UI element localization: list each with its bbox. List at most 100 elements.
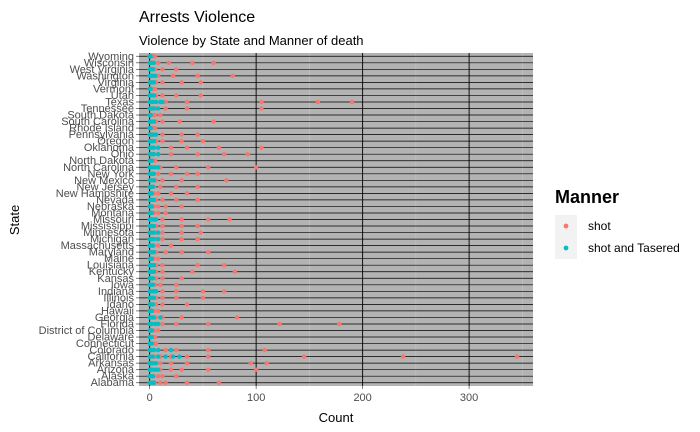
x-tick-label: 0 [147,392,153,404]
point-shot [155,73,161,79]
legend-key [563,245,569,251]
point-shot [160,178,165,183]
point-shot [184,99,190,105]
legend-label: shot [588,219,611,233]
point-shot [179,178,184,183]
point-shot [155,308,161,314]
point-shot [168,152,174,157]
point-shot-and-tasered [153,99,159,105]
point-shot [163,99,168,105]
point-shot [184,106,190,111]
point-shot-and-tasered [150,276,156,281]
point-shot [179,236,184,242]
point-shot [153,276,159,281]
point-shot [160,138,165,144]
point-shot-and-tasered [151,152,157,157]
point-shot-and-tasered [155,145,161,150]
y-tick-label: Colorado [89,345,134,357]
point-shot [230,73,235,79]
point-shot [160,276,165,281]
y-tick-label: Rhode Island [69,123,134,135]
point-shot-and-tasered [153,132,159,137]
point-shot-and-tasered [155,321,161,327]
point-shot-and-tasered [150,360,156,366]
point-shot-and-tasered [148,86,153,92]
legend-items: shot shot and Tasered [555,215,680,259]
point-shot-and-tasered [149,308,154,314]
legend-label: shot and Tasered [588,241,680,255]
point-shot [177,119,182,124]
point-shot-and-tasered [151,197,157,203]
point-shot-and-tasered [149,328,154,333]
point-shot [160,269,165,274]
point-shot [179,276,184,281]
point-shot [160,132,165,137]
point-shot [184,354,190,359]
point-shot [160,321,165,327]
y-tick-label: Georgia [95,312,135,324]
point-shot [168,243,174,248]
point-shot-and-tasered [163,354,168,359]
point-shot-and-tasered [151,230,157,235]
legend-key [563,223,569,229]
y-tick-label: Florida [100,318,135,330]
point-shot [179,138,184,144]
point-shot [168,191,174,196]
point-shot [152,54,158,59]
point-shot-and-tasered [147,354,152,359]
point-shot [221,152,227,157]
point-shot [211,119,216,124]
y-tick-label: North Carolina [63,162,135,174]
point-shot [206,165,211,170]
x-axis-ticks: 0 100 200 300 [147,386,478,404]
point-shot-and-tasered [149,73,154,79]
point-shot [155,328,161,333]
point-shot-and-tasered [153,360,159,366]
point-shot [349,99,355,105]
point-shot [206,249,211,255]
point-shot [160,80,165,85]
point-shot-and-tasered [155,347,161,353]
y-tick-label: Tennessee [81,103,134,115]
point-shot [163,249,168,255]
y-tick-label: Alabama [91,377,135,389]
point-shot [174,289,179,294]
data-points [147,54,520,385]
point-shot [160,119,165,124]
point-shot [174,374,179,379]
point-shot [160,67,165,72]
point-shot [184,302,190,307]
point-shot [174,282,179,287]
y-tick-label: Michigan [90,234,134,246]
point-shot [174,197,179,203]
point-shot [195,171,200,176]
point-shot-and-tasered [155,236,161,242]
point-shot-and-tasered [168,347,174,353]
point-shot [174,165,179,170]
point-shot [336,321,342,327]
point-shot [174,295,179,301]
point-shot [160,223,165,229]
x-axis-title: Count [319,410,354,425]
point-shot-and-tasered [151,295,157,301]
point-shot-and-tasered [151,223,157,229]
y-tick-label: Alaska [101,371,135,383]
point-shot [259,145,264,150]
point-shot-and-tasered [151,269,157,274]
legend-title: Manner [555,187,619,207]
point-shot [221,263,227,268]
y-tick-label: Mississippi [81,221,134,233]
point-shot [253,165,259,170]
point-shot-and-tasered [150,354,156,359]
y-tick-label: Maine [104,253,134,265]
point-shot-and-tasered [150,282,156,287]
x-tick-label: 300 [460,392,478,404]
y-tick-label: Montana [91,207,135,219]
y-tick-label: Texas [105,96,134,108]
x-tick-label: 200 [353,392,371,404]
point-shot [155,171,161,176]
point-shot [195,152,200,157]
y-tick-label: Iowa [111,279,135,291]
point-shot [184,171,190,176]
point-shot [259,99,264,105]
